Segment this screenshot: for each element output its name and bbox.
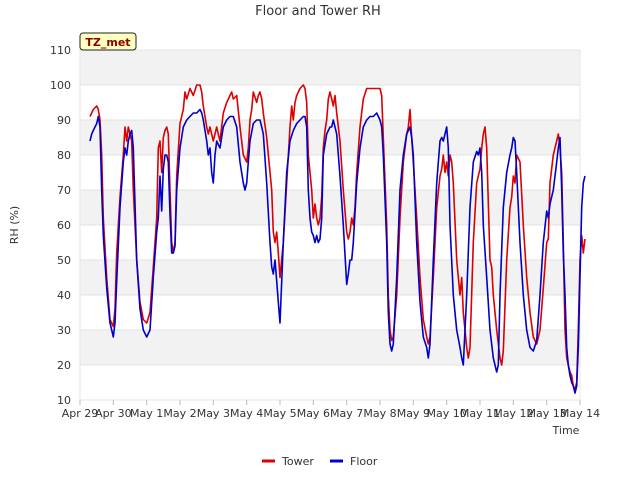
- x-tick-label: May 1: [130, 407, 163, 420]
- x-tick-label: May 14: [560, 407, 600, 420]
- x-tick-label: May 4: [230, 407, 263, 420]
- x-tick-label: May 12: [493, 407, 533, 420]
- background-band: [80, 260, 580, 295]
- y-tick-label: 70: [57, 184, 71, 197]
- y-tick-label: 90: [57, 114, 71, 127]
- background-band: [80, 365, 580, 400]
- y-tick-label: 10: [57, 394, 71, 407]
- x-tick-label: Apr 30: [95, 407, 132, 420]
- x-tick-label: Apr 29: [62, 407, 99, 420]
- y-tick-label: 30: [57, 324, 71, 337]
- chart-title: Floor and Tower RH: [255, 4, 381, 19]
- y-tick-label: 20: [57, 359, 71, 372]
- x-tick-label: May 2: [163, 407, 196, 420]
- y-axis-label: RH (%): [8, 206, 21, 244]
- legend-label-tower: Tower: [281, 455, 314, 468]
- x-tick-label: May 8: [363, 407, 396, 420]
- series-lines: [89, 84, 586, 394]
- x-axis-label: Time: [552, 424, 580, 437]
- y-tick-label: 40: [57, 289, 71, 302]
- x-tick-label: May 11: [460, 407, 500, 420]
- y-tick-label: 100: [50, 79, 71, 92]
- y-axis-ticks: 10 20 30 40 50 60 70 80 90 100 110: [50, 44, 71, 407]
- background-band: [80, 120, 580, 155]
- plot-frame: [79, 49, 581, 401]
- background-band: [80, 50, 580, 85]
- background-band: [80, 85, 580, 120]
- badge-label: TZ_met: [85, 36, 130, 49]
- background-band: [80, 190, 580, 225]
- series-line-floor: [89, 108, 586, 394]
- x-tick-label: May 10: [427, 407, 467, 420]
- legend-label-floor: Floor: [350, 455, 378, 468]
- x-tick-label: May 7: [330, 407, 363, 420]
- x-tick-label: May 6: [297, 407, 330, 420]
- y-tick-label: 110: [50, 44, 71, 57]
- x-tick-label: May 9: [397, 407, 430, 420]
- y-tick-label: 50: [57, 254, 71, 267]
- x-tick-label: May 5: [263, 407, 296, 420]
- background-band: [80, 225, 580, 260]
- tz-met-badge: TZ_met: [79, 32, 137, 51]
- background-band: [80, 330, 580, 365]
- y-tick-label: 80: [57, 149, 71, 162]
- y-tick-label: 60: [57, 219, 71, 232]
- x-tick-label: May 3: [197, 407, 230, 420]
- x-tick-label: May 13: [527, 407, 567, 420]
- legend: Tower Floor: [262, 455, 378, 468]
